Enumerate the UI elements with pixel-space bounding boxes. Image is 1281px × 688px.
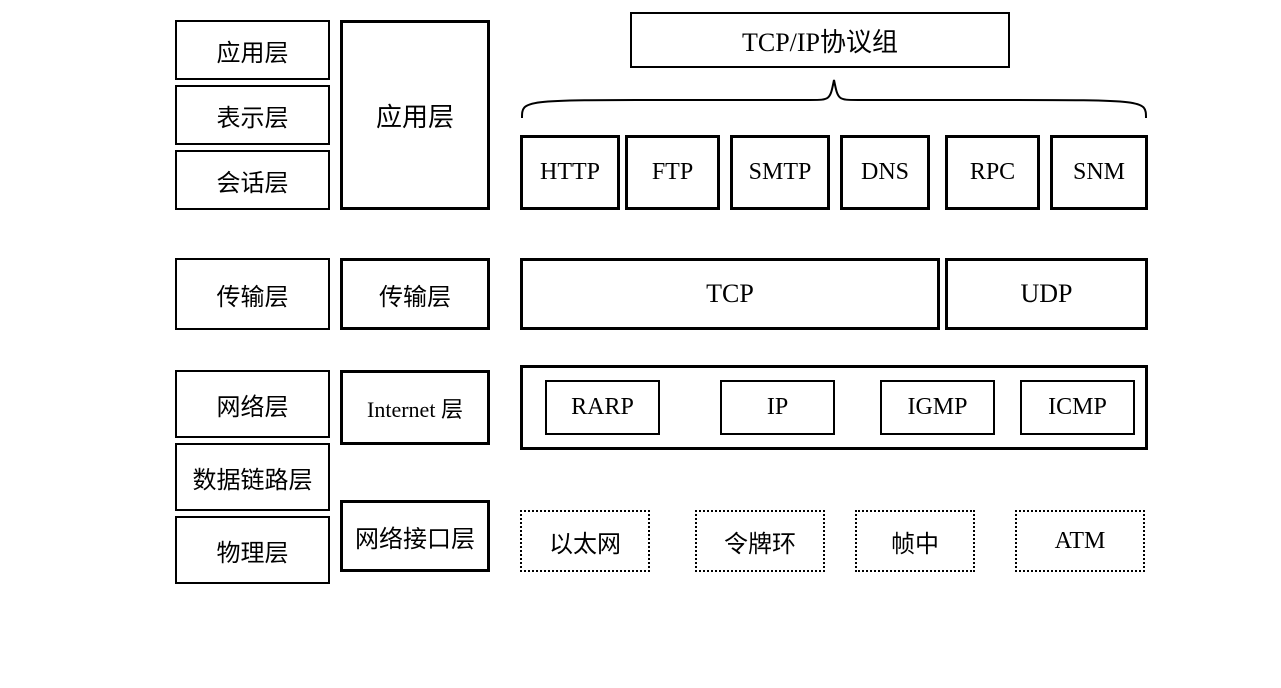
osi-transport-box: 传输层: [175, 258, 330, 330]
osi-presentation-box: 表示层: [175, 85, 330, 145]
tcpip-application-label: 应用层: [376, 97, 454, 134]
proto-rpc-label: RPC: [970, 159, 1015, 186]
proto-icmp-box: ICMP: [1020, 380, 1135, 435]
osi-session-label: 会话层: [217, 163, 289, 198]
osi-presentation-label: 表示层: [217, 98, 289, 133]
na-frame-relay-box: 帧中: [855, 510, 975, 572]
proto-ip-label: IP: [767, 394, 788, 421]
na-ethernet-label: 以太网: [549, 524, 621, 559]
tcpip-osi-diagram: 应用层 表示层 会话层 传输层 网络层 数据链路层 物理层 应用层 传输层 In…: [0, 0, 1281, 688]
osi-session-box: 会话层: [175, 150, 330, 210]
proto-snm-box: SNM: [1050, 135, 1148, 210]
proto-snm-label: SNM: [1073, 159, 1125, 186]
proto-igmp-box: IGMP: [880, 380, 995, 435]
proto-ftp-label: FTP: [652, 159, 693, 186]
tcpip-transport-box: 传输层: [340, 258, 490, 330]
na-token-ring-box: 令牌环: [695, 510, 825, 572]
proto-dns-box: DNS: [840, 135, 930, 210]
osi-physical-label: 物理层: [217, 533, 289, 568]
proto-smtp-label: SMTP: [749, 159, 812, 186]
osi-datalink-label: 数据链路层: [193, 460, 313, 495]
tcpip-internet-box: Internet 层: [340, 370, 490, 445]
proto-tcp-box: TCP: [520, 258, 940, 330]
osi-network-label: 网络层: [217, 387, 289, 422]
proto-http-label: HTTP: [540, 159, 600, 186]
proto-igmp-label: IGMP: [907, 394, 967, 421]
na-token-ring-label: 令牌环: [724, 524, 796, 559]
na-ethernet-box: 以太网: [520, 510, 650, 572]
proto-udp-label: UDP: [1020, 279, 1072, 309]
proto-ftp-box: FTP: [625, 135, 720, 210]
proto-tcp-label: TCP: [706, 279, 754, 309]
na-atm-box: ATM: [1015, 510, 1145, 572]
proto-rarp-box: RARP: [545, 380, 660, 435]
tcpip-network-access-box: 网络接口层: [340, 500, 490, 572]
proto-ip-box: IP: [720, 380, 835, 435]
na-frame-relay-label: 帧中: [891, 524, 939, 559]
title-box: TCP/IP协议组: [630, 12, 1010, 68]
proto-rpc-box: RPC: [945, 135, 1040, 210]
proto-rarp-label: RARP: [571, 394, 634, 421]
osi-network-box: 网络层: [175, 370, 330, 438]
na-atm-label: ATM: [1055, 528, 1106, 555]
osi-datalink-box: 数据链路层: [175, 443, 330, 511]
osi-application-label: 应用层: [217, 33, 289, 68]
osi-physical-box: 物理层: [175, 516, 330, 584]
tcpip-internet-label: Internet 层: [367, 392, 463, 424]
tcpip-transport-label: 传输层: [379, 277, 451, 312]
title-label: TCP/IP协议组: [742, 22, 898, 59]
tcpip-application-box: 应用层: [340, 20, 490, 210]
brace-icon: [520, 72, 1148, 120]
proto-http-box: HTTP: [520, 135, 620, 210]
proto-smtp-box: SMTP: [730, 135, 830, 210]
osi-application-box: 应用层: [175, 20, 330, 80]
proto-icmp-label: ICMP: [1048, 394, 1107, 421]
tcpip-network-access-label: 网络接口层: [355, 519, 475, 554]
proto-udp-box: UDP: [945, 258, 1148, 330]
proto-dns-label: DNS: [861, 159, 909, 186]
osi-transport-label: 传输层: [217, 277, 289, 312]
